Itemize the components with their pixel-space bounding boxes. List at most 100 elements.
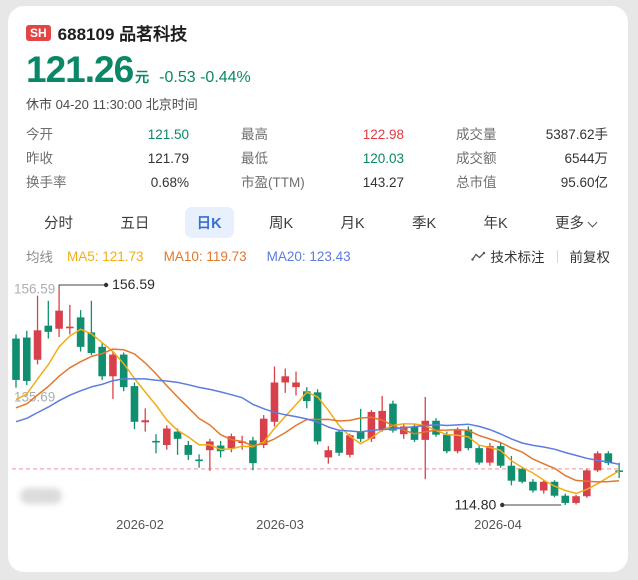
candle [184, 440, 193, 461]
adjust-label: 前复权 [569, 250, 611, 265]
tab-季K[interactable]: 季K [400, 207, 448, 238]
candle-body [486, 446, 494, 463]
candle [475, 445, 483, 465]
price-level-label: 156.59 [14, 282, 55, 297]
candle-body [206, 441, 214, 451]
candle [76, 310, 85, 352]
price-unit: 元 [135, 69, 150, 85]
stat-row: 成交额 6544万 [456, 150, 610, 167]
candle-body [184, 445, 193, 455]
candle-body [356, 431, 365, 439]
annotation-line [58, 284, 107, 289]
annotation-dot [103, 282, 109, 288]
candle [249, 436, 257, 471]
candle [356, 408, 365, 442]
candle-body [76, 317, 85, 347]
ma-value-ma5: MA5: 121.73 [67, 248, 144, 264]
candle-body [496, 446, 505, 466]
candle-body [44, 325, 53, 332]
adjust-mode-button[interactable]: 前复权 [570, 246, 611, 266]
candle-body [141, 420, 150, 423]
tab-周K[interactable]: 周K [257, 207, 305, 238]
tab-更多[interactable]: 更多 [543, 207, 608, 238]
tab-label: 季K [411, 216, 437, 232]
candle [270, 366, 279, 427]
candle [421, 396, 430, 480]
period-tabs: 分时 五日 日K 周K 月K 季K 年K 更多 [32, 207, 608, 238]
stat-value: 121.79 [147, 151, 189, 166]
tab-日K[interactable]: 日K [184, 207, 234, 238]
tab-label: 年K [483, 216, 508, 232]
stat-value: 6544万 [564, 151, 608, 166]
candle [44, 300, 53, 339]
tab-五日[interactable]: 五日 [108, 207, 161, 238]
tab-label: 分时 [44, 216, 73, 232]
tab-分时[interactable]: 分时 [32, 207, 85, 238]
candle-body [109, 354, 117, 377]
candle-body [367, 411, 376, 439]
candle-body [281, 376, 290, 383]
market-status: 休市 04-20 11:30:00 北京时间 [26, 97, 198, 112]
candle [55, 289, 63, 338]
stat-row: 最低 120.03 [241, 150, 456, 167]
candle [367, 409, 376, 442]
stat-row: 市盈(TTM) 143.27 [241, 174, 456, 191]
stat-label: 成交量 [456, 127, 497, 142]
stat-row: 最高 122.98 [241, 126, 456, 143]
candle-body [227, 436, 236, 449]
tab-年K[interactable]: 年K [471, 207, 519, 238]
candle-body [259, 418, 268, 446]
candle [33, 295, 42, 365]
toolbar-divider [556, 249, 558, 263]
candle-body [173, 431, 182, 439]
candle-body [529, 481, 537, 491]
candle-body [432, 420, 440, 435]
stat-label: 昨收 [26, 151, 53, 166]
stat-value: 121.50 [147, 127, 189, 142]
candle [583, 468, 591, 498]
candlestick-chart[interactable]: 156.59 135.69 156.59 114.80 [10, 272, 626, 515]
ma-values: MA5: 121.73 MA10: 119.73 MA20: 123.43 [67, 249, 371, 264]
candle-body [33, 330, 42, 360]
ma-value-ma10: MA10: 119.73 [163, 248, 247, 264]
candle [604, 451, 613, 466]
stat-value: 120.03 [362, 151, 404, 166]
candle [12, 334, 20, 388]
annotation-text: 114.80 [454, 497, 496, 513]
annotate-tool-button[interactable]: 技术标注 [470, 246, 545, 266]
candle-body [12, 338, 20, 380]
candle [22, 330, 31, 386]
candle-body [249, 440, 257, 464]
candle-body [572, 496, 580, 503]
candle-body [346, 435, 354, 455]
tab-label: 五日 [120, 216, 150, 232]
candle [87, 300, 96, 356]
candle-body [162, 428, 171, 446]
ma5-line [15, 328, 620, 495]
candle-body [270, 382, 279, 422]
candle [572, 494, 580, 505]
quote-card: SH 688109 品茗科技 121.26 元 -0.53 -0.44% 休市 … [8, 6, 628, 572]
stat-value: 0.68% [150, 175, 189, 190]
candle [292, 371, 300, 396]
stat-row: 昨收 121.79 [26, 150, 241, 167]
candle [550, 480, 559, 498]
candle-body [507, 465, 516, 481]
candle-body [464, 429, 473, 449]
candle-body [389, 403, 397, 431]
candle [66, 304, 74, 335]
stat-row: 成交量 5387.62手 [456, 126, 610, 143]
candle-body [324, 450, 333, 458]
candle-body [119, 354, 128, 388]
candle [432, 418, 440, 437]
price-row: 121.26 元 -0.53 -0.44% [26, 49, 628, 91]
candle [281, 368, 290, 393]
candle [389, 400, 397, 433]
candle-body [292, 382, 300, 388]
candle [152, 434, 160, 454]
annotation-low: 114.80 [454, 497, 562, 513]
tab-label: 月K [340, 216, 365, 232]
candle [119, 352, 128, 392]
tab-月K[interactable]: 月K [328, 207, 376, 238]
candle-body [443, 434, 451, 452]
